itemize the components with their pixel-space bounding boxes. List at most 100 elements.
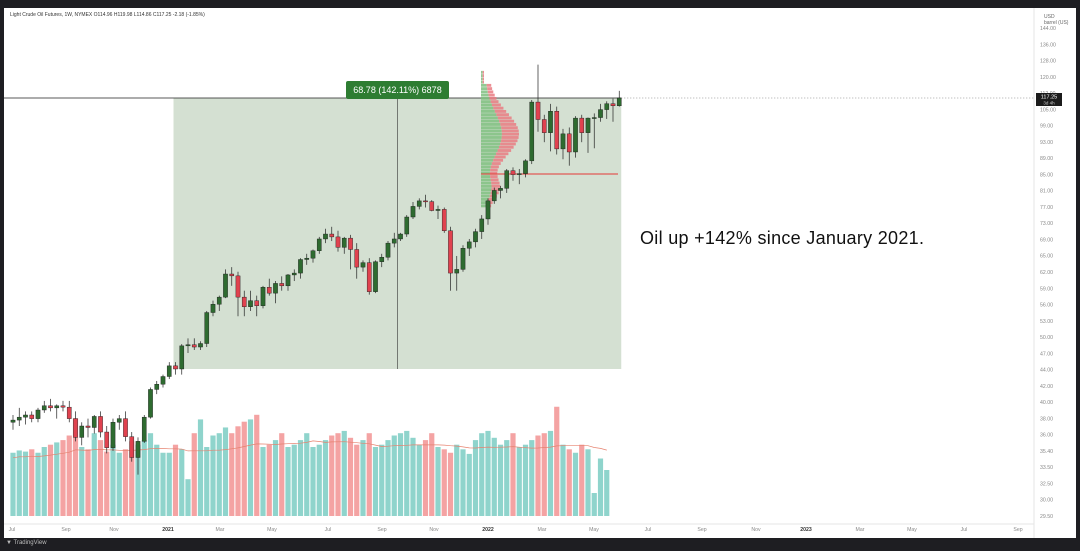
- candle-body: [41, 405, 47, 411]
- candle-body: [479, 218, 485, 232]
- candle-body: [310, 250, 316, 259]
- profile-row-down: [493, 106, 504, 110]
- candle-body: [260, 287, 266, 306]
- candle-body: [466, 241, 472, 249]
- volume-bar: [597, 458, 604, 516]
- volume-bar: [522, 444, 529, 516]
- profile-row-down: [490, 100, 499, 104]
- profile-row-down: [488, 93, 495, 97]
- profile-row-down: [490, 168, 498, 172]
- candle-body: [616, 97, 622, 107]
- candle-body: [235, 275, 241, 298]
- volume-bar: [516, 447, 522, 516]
- volume-bar: [316, 444, 322, 516]
- volume-bar: [110, 444, 116, 516]
- profile-row-up: [481, 158, 494, 162]
- profile-row-down: [497, 116, 512, 120]
- profile-row-down: [490, 175, 498, 178]
- candle-body: [210, 304, 216, 313]
- price-tick-label: 38.00: [1040, 416, 1053, 422]
- time-tick-label: Jul: [9, 527, 16, 533]
- profile-row-up: [481, 139, 502, 143]
- candle-body: [323, 233, 328, 240]
- tradingview-logo[interactable]: ▼ TradingView: [6, 540, 47, 546]
- profile-row-down: [482, 74, 484, 77]
- profile-row-down: [482, 77, 484, 81]
- profile-row-up: [481, 113, 497, 117]
- profile-row-up: [481, 119, 500, 123]
- volume-bar: [291, 444, 297, 516]
- candle-body: [541, 119, 547, 133]
- volume-bar: [579, 444, 585, 516]
- candle-body: [185, 344, 191, 347]
- candle-body: [254, 300, 260, 306]
- profile-row-up: [481, 123, 501, 126]
- price-chart[interactable]: 144.00136.00128.00120.00112.00105.0099.0…: [4, 8, 1076, 538]
- candle-body: [191, 344, 197, 348]
- profile-row-down: [494, 109, 507, 113]
- profile-row-up: [481, 168, 491, 172]
- volume-bar: [547, 430, 554, 516]
- volume-bar: [10, 452, 16, 516]
- candle-body: [435, 209, 441, 211]
- profile-row-up: [481, 184, 492, 188]
- time-tick-label: 2022: [482, 527, 494, 533]
- time-tick-label: May: [907, 527, 917, 533]
- volume-bar: [66, 435, 72, 516]
- profile-row-up: [481, 87, 488, 91]
- volume-bar: [591, 493, 597, 516]
- candle-body: [504, 170, 510, 189]
- profile-row-down: [488, 197, 495, 201]
- candle-body: [610, 103, 616, 107]
- candle-body: [373, 261, 378, 292]
- candle-body: [360, 262, 366, 268]
- volume-bar: [22, 451, 29, 516]
- price-tick-label: 53.00: [1040, 319, 1053, 325]
- volume-bar: [166, 452, 172, 516]
- volume-bar: [529, 440, 535, 516]
- volume-bar: [47, 444, 54, 516]
- volume-bar: [129, 441, 135, 516]
- profile-row-down: [490, 178, 499, 182]
- time-axis[interactable]: Jul Sep Nov 2021 Mar May Jul Sep Nov 2022 Mar May Ju…: [4, 523, 1034, 533]
- volume-bar: [241, 421, 247, 516]
- volume-bar: [122, 449, 129, 516]
- profile-row-up: [481, 145, 499, 149]
- time-tick-label: Sep: [61, 527, 70, 533]
- candle-body: [148, 389, 153, 418]
- volume-bar: [360, 440, 366, 516]
- volume-bar: [16, 450, 22, 516]
- candle-body: [123, 418, 128, 437]
- price-tick-label: 105.00: [1040, 107, 1056, 113]
- profile-row-up: [481, 191, 491, 195]
- volume-bar: [54, 442, 60, 516]
- profile-row-up: [481, 126, 502, 130]
- volume-bar: [297, 440, 304, 516]
- candle-body: [485, 200, 491, 220]
- time-tick-label: Jul: [325, 527, 332, 533]
- price-tick-label: 59.00: [1040, 286, 1053, 292]
- time-tick-label: Sep: [697, 527, 706, 533]
- last-price-value: 117.25: [1041, 95, 1057, 101]
- volume-bar: [272, 440, 279, 516]
- symbol-legend: Light Crude Oil Futures, 1W, NYMEX O114.…: [10, 12, 205, 18]
- volume-bars: [10, 406, 610, 516]
- volume-bar: [335, 433, 341, 516]
- time-tick-label: Nov: [109, 527, 119, 533]
- candle-body: [429, 201, 435, 211]
- volume-bar: [560, 444, 566, 516]
- profile-row-down: [501, 126, 518, 130]
- profile-row-up: [481, 175, 491, 178]
- price-tick-label: 47.00: [1040, 351, 1053, 357]
- price-axis[interactable]: 144.00136.00128.00120.00112.00105.0099.0…: [1033, 8, 1056, 538]
- volume-bar: [197, 419, 204, 516]
- candle-body: [104, 431, 110, 448]
- currency-label[interactable]: USD barrel (US): [1044, 14, 1068, 26]
- candle-body: [316, 238, 322, 251]
- profile-row-up: [481, 201, 488, 205]
- candle-body: [223, 273, 228, 298]
- price-tick-label: 81.00: [1040, 189, 1053, 195]
- profile-row-up: [481, 106, 494, 110]
- volume-bar: [185, 479, 191, 516]
- price-tick-label: 73.00: [1040, 221, 1053, 227]
